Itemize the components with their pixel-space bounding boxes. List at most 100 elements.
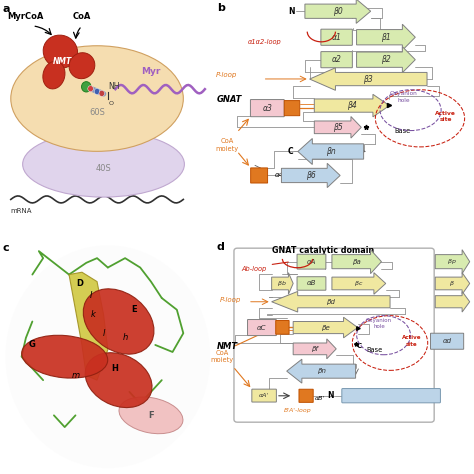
Text: Oxyanion
hole: Oxyanion hole [390, 91, 418, 102]
Polygon shape [272, 273, 293, 294]
Ellipse shape [43, 35, 78, 68]
Text: 40S: 40S [96, 164, 111, 173]
Text: CoA
moiety: CoA moiety [210, 350, 234, 364]
Text: 60S: 60S [89, 108, 105, 117]
Text: αA: αA [307, 259, 316, 264]
Text: α1α2-loop: α1α2-loop [248, 39, 282, 45]
Text: Active
site: Active site [436, 111, 456, 122]
FancyBboxPatch shape [299, 389, 313, 402]
Polygon shape [293, 339, 336, 359]
Text: αB: αB [307, 281, 316, 286]
Text: β3: β3 [364, 74, 373, 83]
Text: CoA
moiety: CoA moiety [216, 138, 239, 152]
Text: h: h [122, 333, 128, 342]
Ellipse shape [69, 53, 95, 79]
Text: D: D [76, 280, 83, 289]
FancyBboxPatch shape [284, 100, 300, 116]
Polygon shape [356, 24, 415, 50]
Text: α3: α3 [263, 104, 272, 113]
FancyBboxPatch shape [276, 320, 289, 334]
Text: N: N [288, 7, 294, 16]
Text: Oxyanion
hole: Oxyanion hole [366, 318, 392, 329]
FancyBboxPatch shape [247, 319, 276, 336]
FancyBboxPatch shape [342, 389, 440, 403]
Text: NMT: NMT [217, 342, 238, 351]
Text: N: N [328, 392, 334, 400]
Text: B'A'-loop: B'A'-loop [283, 409, 311, 413]
Ellipse shape [119, 397, 183, 434]
Ellipse shape [43, 61, 65, 89]
Polygon shape [298, 138, 364, 164]
Text: H: H [111, 364, 118, 373]
Text: βa: βa [352, 259, 361, 264]
Text: NMT: NMT [53, 56, 72, 65]
Text: Base: Base [394, 128, 410, 134]
Text: βp: βp [448, 259, 456, 264]
FancyBboxPatch shape [252, 389, 276, 402]
Polygon shape [314, 94, 390, 117]
Polygon shape [69, 272, 108, 380]
Text: c: c [2, 243, 9, 253]
Polygon shape [435, 292, 470, 312]
Ellipse shape [5, 245, 210, 468]
Ellipse shape [85, 353, 152, 408]
Text: αB': αB' [315, 396, 325, 401]
Text: NH: NH [108, 82, 119, 91]
FancyBboxPatch shape [321, 52, 352, 68]
Polygon shape [310, 68, 427, 91]
Text: O: O [109, 101, 114, 106]
Text: k: k [91, 310, 95, 319]
Text: GNAT: GNAT [217, 95, 242, 104]
Text: m: m [72, 371, 80, 380]
Text: β: β [450, 281, 455, 286]
Text: αd: αd [443, 338, 452, 344]
Ellipse shape [23, 131, 184, 197]
Text: P-loop: P-loop [216, 73, 237, 79]
Text: β4: β4 [347, 101, 357, 110]
Text: I: I [89, 291, 92, 300]
Polygon shape [435, 250, 470, 273]
Circle shape [99, 91, 105, 96]
Text: E: E [131, 305, 137, 314]
Ellipse shape [22, 335, 108, 378]
Circle shape [88, 86, 93, 92]
Text: G: G [29, 340, 36, 349]
Text: α2: α2 [332, 55, 342, 64]
Text: α4: α4 [274, 173, 283, 179]
Text: F: F [148, 411, 154, 420]
Polygon shape [287, 359, 356, 383]
Ellipse shape [11, 46, 183, 151]
Text: GNAT catalytic domain: GNAT catalytic domain [272, 246, 374, 255]
Polygon shape [305, 0, 371, 23]
Text: a: a [2, 3, 9, 14]
Text: Active
site: Active site [402, 336, 421, 346]
Text: αC: αC [257, 325, 267, 330]
Polygon shape [293, 317, 358, 338]
Polygon shape [314, 117, 361, 138]
Text: βn: βn [317, 368, 326, 374]
FancyBboxPatch shape [250, 100, 284, 117]
Text: mRNA: mRNA [11, 208, 32, 214]
Polygon shape [282, 164, 340, 188]
Text: MyrCoA: MyrCoA [8, 12, 44, 21]
Ellipse shape [83, 289, 154, 354]
Text: Ab-loop: Ab-loop [241, 266, 267, 272]
Text: C: C [288, 147, 293, 156]
Text: βb: βb [278, 281, 286, 286]
Circle shape [94, 89, 100, 94]
Text: d: d [217, 242, 225, 252]
Text: βe: βe [321, 325, 330, 330]
Text: βd: βd [326, 299, 335, 305]
Text: αA': αA' [259, 393, 269, 398]
Circle shape [82, 82, 91, 92]
Text: b: b [217, 3, 225, 13]
Text: β0: β0 [333, 7, 343, 16]
Polygon shape [332, 250, 382, 273]
Polygon shape [332, 273, 386, 294]
FancyBboxPatch shape [251, 168, 267, 183]
Text: β6: β6 [306, 171, 316, 180]
Text: CoA: CoA [73, 12, 91, 21]
Text: l: l [102, 329, 105, 337]
Text: α1: α1 [332, 33, 342, 42]
Text: β2: β2 [381, 55, 391, 64]
